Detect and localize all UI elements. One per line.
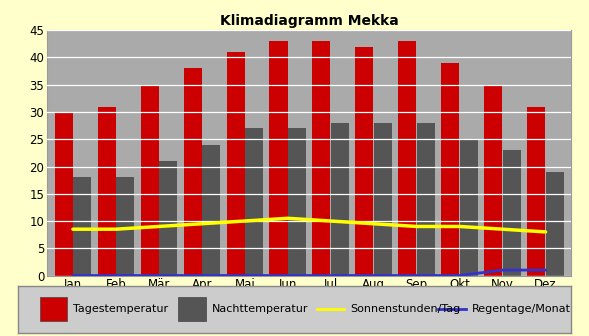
- Bar: [270, 41, 287, 276]
- Bar: [503, 150, 521, 276]
- Text: Tagestemperatur: Tagestemperatur: [73, 304, 168, 314]
- Bar: [355, 47, 373, 276]
- Bar: [116, 177, 134, 276]
- Bar: [441, 63, 459, 276]
- Bar: [312, 41, 330, 276]
- Title: Klimadiagramm Mekka: Klimadiagramm Mekka: [220, 14, 399, 28]
- Bar: [331, 123, 349, 276]
- Bar: [98, 107, 115, 276]
- Bar: [178, 297, 206, 321]
- Bar: [484, 85, 502, 276]
- Bar: [374, 123, 392, 276]
- Bar: [40, 297, 68, 321]
- Bar: [202, 145, 220, 276]
- Bar: [245, 128, 263, 276]
- Bar: [417, 123, 435, 276]
- Bar: [55, 112, 72, 276]
- Bar: [184, 69, 201, 276]
- Bar: [546, 172, 564, 276]
- Bar: [227, 52, 244, 276]
- Bar: [73, 177, 91, 276]
- Text: Regentage/Monat: Regentage/Monat: [472, 304, 571, 314]
- Bar: [460, 139, 478, 276]
- Bar: [527, 107, 545, 276]
- Bar: [159, 161, 177, 276]
- Bar: [288, 128, 306, 276]
- Text: Sonnenstunden/Tag: Sonnenstunden/Tag: [350, 304, 460, 314]
- Bar: [141, 85, 158, 276]
- Text: Nachttemperatur: Nachttemperatur: [211, 304, 308, 314]
- Bar: [398, 41, 416, 276]
